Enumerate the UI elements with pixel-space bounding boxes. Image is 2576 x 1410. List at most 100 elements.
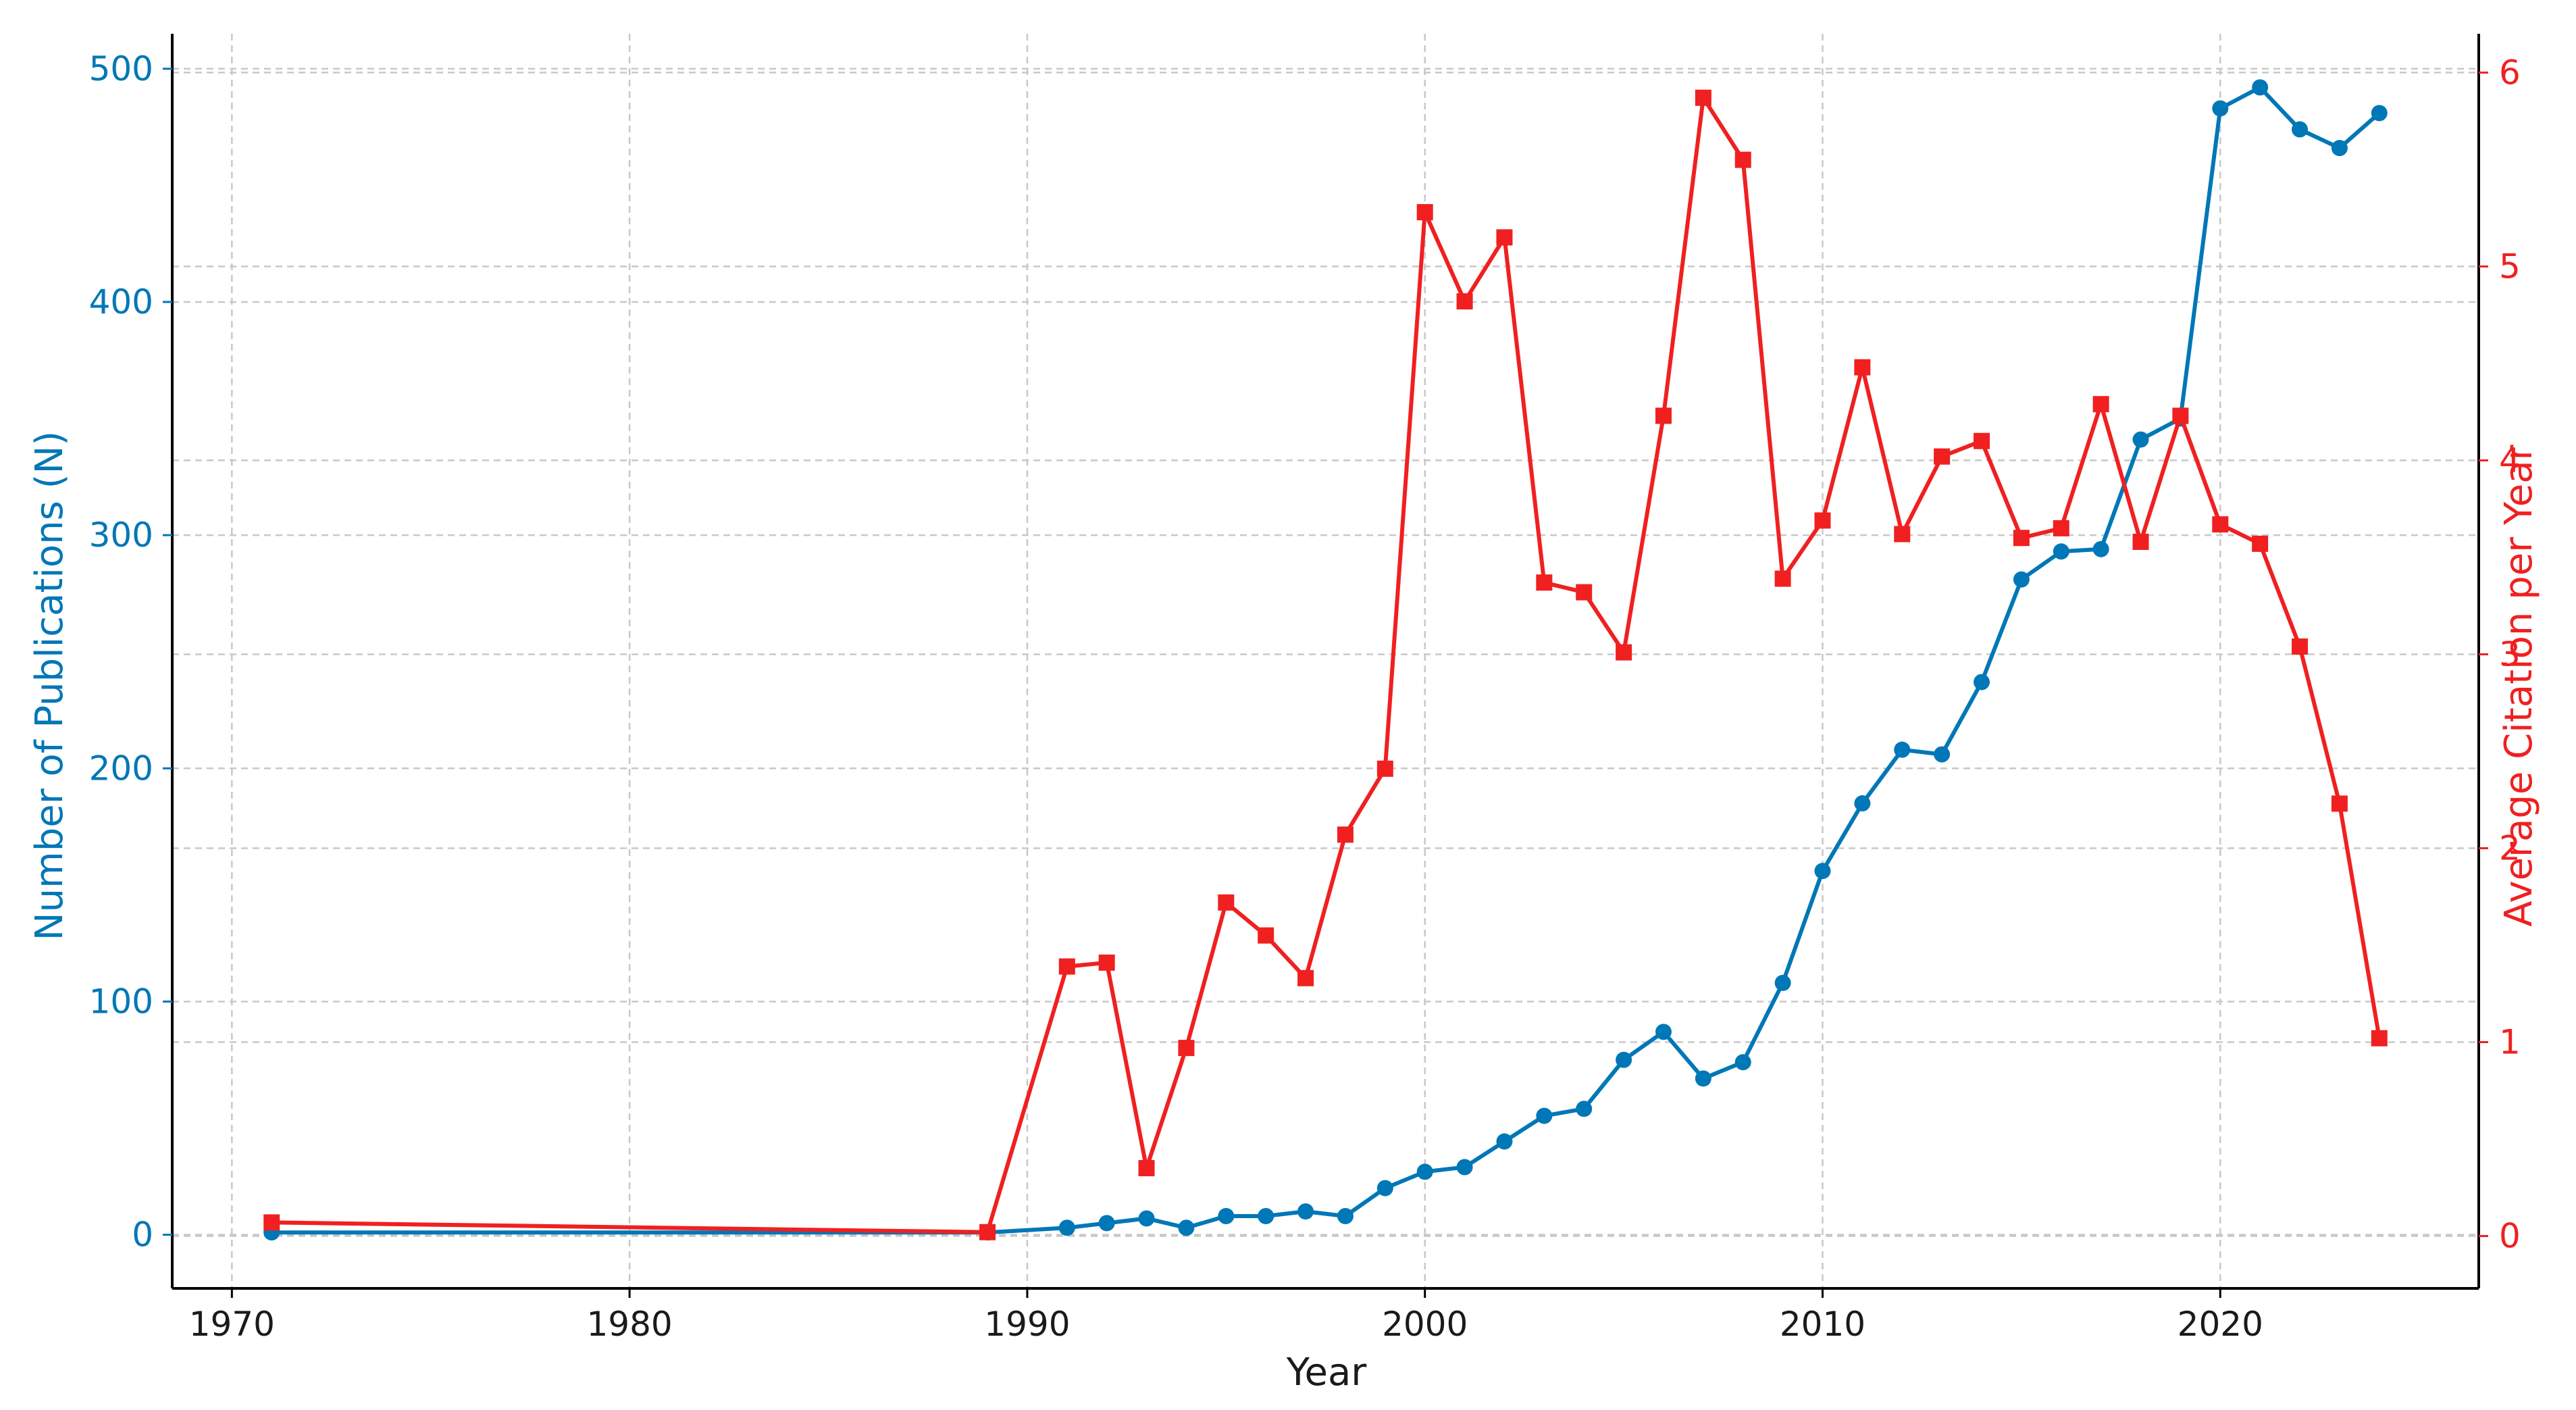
right-y-tick-label: 1 xyxy=(2499,1022,2521,1061)
citations-point xyxy=(2292,638,2309,655)
citations-point xyxy=(1058,958,1075,975)
publications-point xyxy=(1178,1219,1195,1236)
publications-point xyxy=(1098,1215,1115,1232)
publications-point xyxy=(1734,1054,1751,1071)
citations-point xyxy=(1894,526,1911,543)
left-y-tick-label: 400 xyxy=(89,282,153,322)
x-tick-label: 2020 xyxy=(2178,1305,2263,1344)
citations-point xyxy=(1576,584,1593,601)
publications-point xyxy=(2092,540,2109,557)
citations-point xyxy=(1695,89,1711,106)
citations-point xyxy=(1337,826,1354,843)
right-y-tick-label: 6 xyxy=(2499,53,2521,92)
publications-point xyxy=(1536,1107,1553,1124)
x-tick-label: 1980 xyxy=(586,1305,672,1344)
right-y-tick-label: 4 xyxy=(2499,440,2521,480)
publications-point xyxy=(1138,1210,1155,1227)
x-tick-label: 2000 xyxy=(1382,1305,1468,1344)
publications-point xyxy=(2292,121,2309,138)
publications-point xyxy=(2252,79,2269,96)
citations-point xyxy=(1854,359,1871,376)
publications-point xyxy=(1576,1101,1593,1117)
citations-point xyxy=(1934,448,1951,465)
left-y-tick-label: 500 xyxy=(89,49,153,89)
publications-point xyxy=(1337,1207,1354,1224)
publications-point xyxy=(2013,571,2030,588)
x-tick-label: 1990 xyxy=(984,1305,1070,1344)
right-y-tick-label: 2 xyxy=(2499,828,2521,867)
citations-point xyxy=(1456,293,1473,310)
citations-point xyxy=(1178,1040,1195,1057)
citations-point xyxy=(1496,229,1513,246)
publications-point xyxy=(2212,100,2229,117)
left-y-tick-label: 100 xyxy=(89,982,153,1021)
publications-point xyxy=(1496,1133,1513,1150)
x-axis-label: Year xyxy=(1286,1351,1368,1394)
citations-point xyxy=(979,1224,996,1240)
right-y-tick-label: 0 xyxy=(2499,1217,2521,1256)
citations-point xyxy=(2252,535,2269,552)
publications-point xyxy=(1655,1024,1672,1040)
citations-point xyxy=(1098,954,1115,971)
x-tick-label: 1970 xyxy=(189,1305,275,1344)
citations-point xyxy=(2132,533,2149,550)
citations-point xyxy=(2212,516,2229,533)
citations-point xyxy=(1974,432,1990,449)
publications-point xyxy=(1058,1219,1075,1236)
citations-point xyxy=(1536,574,1553,591)
publications-point xyxy=(1376,1180,1393,1197)
publications-point xyxy=(1218,1207,1235,1224)
citations-point xyxy=(2053,520,2069,536)
publications-point xyxy=(1774,974,1791,991)
right-y-axis-label: Average Citation per Year xyxy=(2497,444,2541,926)
citations-point xyxy=(1774,570,1791,587)
left-y-tick-label: 200 xyxy=(89,749,153,788)
x-tick-label: 2010 xyxy=(1780,1305,1865,1344)
publications-point xyxy=(2132,431,2149,448)
left-y-axis-label: Number of Publications (N) xyxy=(28,431,72,940)
citations-point xyxy=(1655,407,1672,424)
right-y-tick-label: 5 xyxy=(2499,247,2521,286)
left-y-tick-label: 300 xyxy=(89,515,153,555)
publications-point xyxy=(1258,1207,1274,1224)
citations-point xyxy=(2013,530,2030,547)
publications-point xyxy=(2331,140,2348,157)
citations-point xyxy=(1734,151,1751,168)
publications-point xyxy=(2053,543,2069,560)
publications-point xyxy=(1416,1163,1433,1180)
citations-point xyxy=(1416,204,1433,221)
citations-point xyxy=(1376,760,1393,777)
publications-point xyxy=(2371,105,2388,122)
citations-point xyxy=(1297,970,1314,986)
publications-point xyxy=(1616,1051,1632,1068)
citations-point xyxy=(1814,512,1831,529)
publications-point xyxy=(1814,863,1831,880)
right-y-tick-label: 3 xyxy=(2499,634,2521,674)
citations-point xyxy=(1218,894,1235,911)
grid xyxy=(172,34,2479,1288)
publications-point xyxy=(1456,1159,1473,1176)
citations-point xyxy=(2172,407,2189,424)
publications-point xyxy=(1894,741,1911,758)
left-y-tick-label: 0 xyxy=(132,1215,153,1255)
axes: 1970 1980 1990 2000 2010 2020 0 100 200 300 400 500… xyxy=(89,34,2521,1344)
series xyxy=(263,79,2388,1241)
publications-point xyxy=(1297,1203,1314,1220)
citations-point xyxy=(263,1214,280,1231)
citations-point xyxy=(2331,795,2348,812)
axis-labels: Year Number of Publications (N) Average … xyxy=(28,431,2541,1394)
publications-point xyxy=(1974,674,1990,690)
citations-point xyxy=(2092,396,2109,413)
citations-point xyxy=(1616,644,1632,661)
citations-point xyxy=(1138,1160,1155,1177)
citations-point xyxy=(2371,1030,2388,1047)
citations-line xyxy=(269,95,2381,1234)
citations-series xyxy=(263,89,2388,1240)
citations-point xyxy=(1258,927,1274,944)
publications-point xyxy=(1695,1070,1711,1087)
publications-point xyxy=(1934,746,1951,763)
publications-point xyxy=(1854,795,1871,812)
